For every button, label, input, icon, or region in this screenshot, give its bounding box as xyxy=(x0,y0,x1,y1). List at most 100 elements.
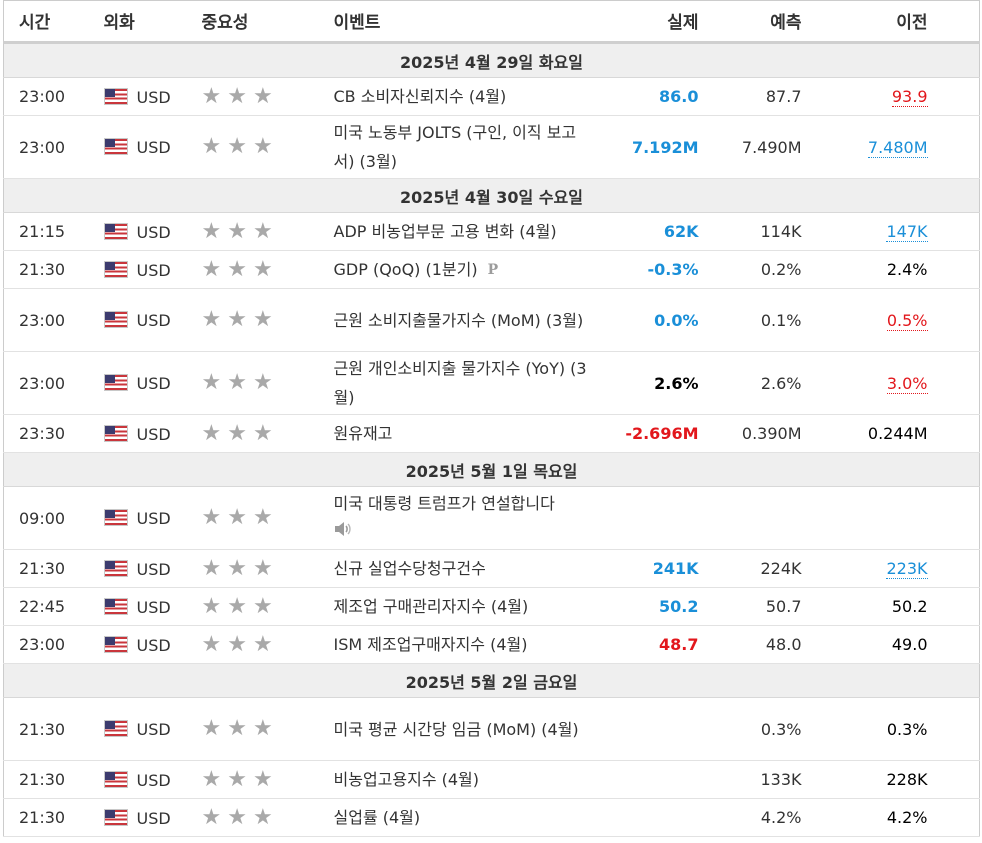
event-actual-cell xyxy=(601,798,699,837)
event-currency: USD xyxy=(136,87,171,107)
event-name[interactable]: 원유재고 xyxy=(333,424,393,443)
event-time: 23:00 xyxy=(3,288,104,352)
event-row[interactable]: 23:00 USD ★ ★ ★ CB 소비자신뢰지수 (4월) 86.0 87.7 93.9 xyxy=(3,77,980,116)
star-icon: ★ xyxy=(227,83,247,109)
event-actual: -0.3% xyxy=(647,260,699,279)
event-name-cell[interactable]: 미국 평균 시간당 임금 (MoM) (4월) xyxy=(333,697,602,761)
event-forecast: 0.3% xyxy=(760,719,802,739)
header-actual: 실제 xyxy=(601,0,699,44)
event-row[interactable]: 23:00 USD ★ ★ ★ 미국 노동부 JOLTS (구인, 이직 보고서) (3월… xyxy=(3,115,980,179)
event-name-cell[interactable]: ADP 비농업부문 고용 변화 (4월) xyxy=(333,212,602,251)
event-row[interactable]: 21:30 USD ★ ★ ★ 미국 평균 시간당 임금 (MoM) (4월) 0.3% 0.… xyxy=(3,697,980,761)
event-row[interactable]: 23:30 USD ★ ★ ★ 원유재고 -2.696M 0.390M 0.244M xyxy=(3,414,980,453)
event-previous-cell: 3.0% xyxy=(801,351,928,415)
event-previous-cell: 0.5% xyxy=(801,288,928,352)
event-previous[interactable]: 3.0% xyxy=(886,373,928,394)
event-importance: ★ ★ ★ xyxy=(201,77,334,116)
event-name[interactable]: 실업률 (4월) xyxy=(333,808,421,827)
event-forecast: 133K xyxy=(760,770,802,789)
event-row[interactable]: 21:15 USD ★ ★ ★ ADP 비농업부문 고용 변화 (4월) 62K 114K 14… xyxy=(3,212,980,251)
event-forecast-cell: 50.7 xyxy=(698,587,802,626)
star-icon: ★ xyxy=(252,593,273,619)
event-previous[interactable]: 93.9 xyxy=(891,87,928,107)
event-name-cell[interactable]: 원유재고 xyxy=(333,414,602,453)
event-name-cell[interactable]: 신규 실업수당청구건수 xyxy=(333,549,602,588)
event-name[interactable]: CB 소비자신뢰지수 (4월) xyxy=(333,87,507,106)
us-flag-icon xyxy=(103,138,128,155)
event-currency-cell: USD xyxy=(103,486,202,550)
date-heading: 2025년 4월 30일 수요일 xyxy=(3,178,980,213)
star-icon: ★ xyxy=(201,370,222,395)
event-name[interactable]: 미국 노동부 JOLTS (구인, 이직 보고서) (3월) xyxy=(333,123,577,171)
star-icon: ★ xyxy=(227,593,247,619)
event-name[interactable]: ADP 비농업부문 고용 변화 (4월) xyxy=(333,222,557,241)
event-forecast: 87.7 xyxy=(765,87,802,106)
event-name[interactable]: GDP (QoQ) (1분기) xyxy=(333,259,478,279)
date-row: 2025년 4월 30일 수요일 xyxy=(3,178,980,213)
event-currency: USD xyxy=(136,374,171,393)
event-name-cell[interactable]: 비농업고용지수 (4월) xyxy=(333,760,602,799)
star-icon: ★ xyxy=(252,307,273,332)
row-spacer xyxy=(927,77,980,116)
star-icon: ★ xyxy=(201,307,222,332)
event-name-cell[interactable]: 미국 노동부 JOLTS (구인, 이직 보고서) (3월) xyxy=(333,115,602,179)
event-row[interactable]: 21:30 USD ★ ★ ★ 실업률 (4월) 4.2% 4.2% xyxy=(3,798,980,837)
event-name[interactable]: 근원 소비지출물가지수 (MoM) (3월) xyxy=(333,310,584,330)
event-previous[interactable]: 223K xyxy=(886,559,928,579)
event-forecast-cell: 4.2% xyxy=(698,798,802,837)
us-flag-icon xyxy=(103,635,128,653)
event-name-cell[interactable]: GDP (QoQ) (1분기) P xyxy=(333,250,602,289)
event-name[interactable]: 비농업고용지수 (4월) xyxy=(333,770,480,789)
event-previous-cell: 228K xyxy=(801,760,928,799)
event-name-cell[interactable]: ISM 제조업구매자지수 (4월) xyxy=(333,625,602,664)
event-row[interactable]: 23:00 USD ★ ★ ★ ISM 제조업구매자지수 (4월) 48.7 48.0 49.0 xyxy=(3,625,980,664)
star-icon: ★ xyxy=(252,716,273,741)
event-previous[interactable]: 147K xyxy=(886,222,928,242)
event-name-cell[interactable]: 근원 개인소비지출 물가지수 (YoY) (3월) xyxy=(333,351,602,415)
event-name-cell[interactable]: CB 소비자신뢰지수 (4월) xyxy=(333,77,602,116)
star-icon: ★ xyxy=(252,370,273,395)
event-row[interactable]: 23:00 USD ★ ★ ★ 근원 소비지출물가지수 (MoM) (3월) 0.0% 0.1… xyxy=(3,288,980,352)
header-importance: 중요성 xyxy=(201,0,334,44)
event-row[interactable]: 21:30 USD ★ ★ ★ GDP (QoQ) (1분기) P -0.3% 0.2% 2.4% xyxy=(3,250,980,289)
event-currency-cell: USD xyxy=(103,288,202,352)
event-previous[interactable]: 7.480M xyxy=(867,137,928,158)
event-name[interactable]: 신규 실업수당청구건수 xyxy=(333,559,486,578)
event-forecast-cell: 0.2% xyxy=(698,250,802,289)
row-spacer xyxy=(927,414,980,453)
event-row[interactable]: 21:30 USD ★ ★ ★ 신규 실업수당청구건수 241K 224K 223K xyxy=(3,549,980,588)
event-previous[interactable]: 0.5% xyxy=(886,310,928,331)
star-icon: ★ xyxy=(227,555,247,581)
event-name[interactable]: 제조업 구매관리자지수 (4월) xyxy=(333,597,529,616)
row-spacer xyxy=(927,697,980,761)
event-name-cell[interactable]: 근원 소비지출물가지수 (MoM) (3월) xyxy=(333,288,602,352)
date-row: 2025년 4월 29일 화요일 xyxy=(3,42,980,78)
row-spacer xyxy=(927,115,980,179)
event-previous-cell: 2.4% xyxy=(801,250,928,289)
event-row[interactable]: 22:45 USD ★ ★ ★ 제조업 구매관리자지수 (4월) 50.2 50.7 50.2 xyxy=(3,587,980,626)
event-currency-cell: USD xyxy=(103,414,202,453)
event-name-cell[interactable]: 실업률 (4월) xyxy=(333,798,602,837)
us-flag-icon xyxy=(103,311,128,328)
event-actual-cell: 2.6% xyxy=(601,351,699,415)
event-actual-cell xyxy=(601,697,699,761)
event-name-cell[interactable]: 미국 대통령 트럼프가 연설합니다 xyxy=(333,486,602,550)
event-time: 21:30 xyxy=(3,250,104,289)
event-importance: ★ ★ ★ xyxy=(201,486,334,550)
event-currency: USD xyxy=(136,311,171,330)
event-previous-cell: 4.2% xyxy=(801,798,928,837)
event-name-cell[interactable]: 제조업 구매관리자지수 (4월) xyxy=(333,587,602,626)
header-previous: 이전 xyxy=(801,0,928,44)
event-forecast: 0.390M xyxy=(741,424,802,443)
event-row[interactable]: 09:00 USD ★ ★ ★ 미국 대통령 트럼프가 연설합니다 xyxy=(3,486,980,550)
star-icon: ★ xyxy=(201,631,222,657)
event-row[interactable]: 21:30 USD ★ ★ ★ 비농업고용지수 (4월) 133K 228K xyxy=(3,760,980,799)
event-importance: ★ ★ ★ xyxy=(201,549,334,588)
event-name[interactable]: 미국 대통령 트럼프가 연설합니다 xyxy=(333,493,555,513)
event-row[interactable]: 23:00 USD ★ ★ ★ 근원 개인소비지출 물가지수 (YoY) (3월) 2.6%… xyxy=(3,351,980,415)
event-importance: ★ ★ ★ xyxy=(201,697,334,761)
event-name[interactable]: 근원 개인소비지출 물가지수 (YoY) (3월) xyxy=(333,359,587,407)
star-icon: ★ xyxy=(252,766,273,792)
event-name[interactable]: ISM 제조업구매자지수 (4월) xyxy=(333,635,528,654)
event-name[interactable]: 미국 평균 시간당 임금 (MoM) (4월) xyxy=(333,719,579,739)
